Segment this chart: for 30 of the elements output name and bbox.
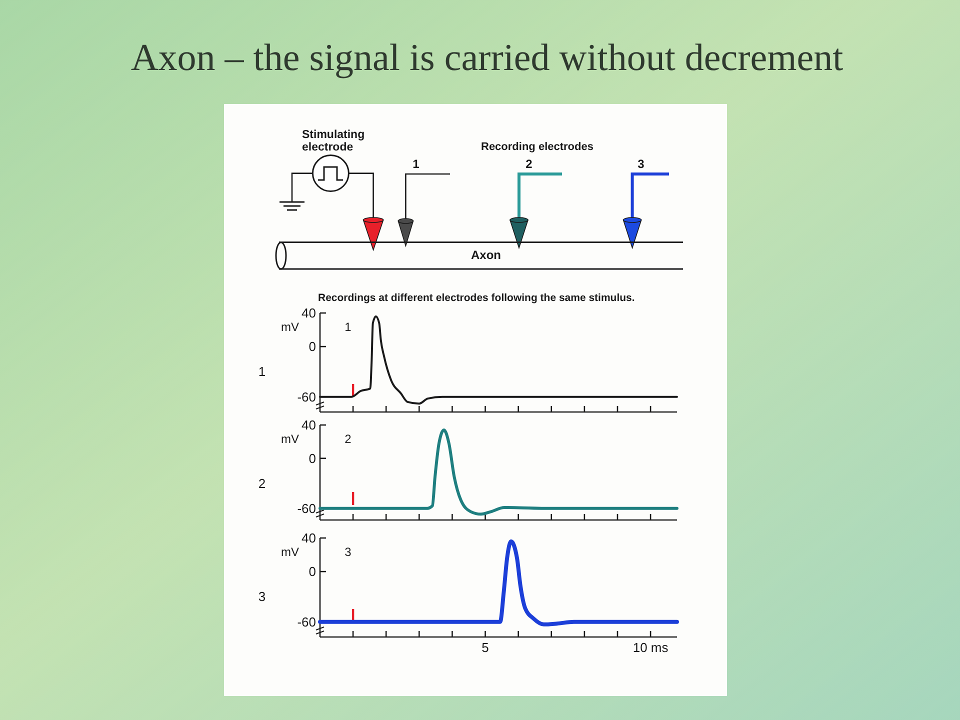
y-axis-title: mV: [281, 320, 299, 334]
series-label: 1: [344, 320, 352, 334]
y-tick-label: -60: [297, 390, 316, 405]
text: 2: [258, 476, 266, 491]
line-series: [318, 428, 678, 516]
text: 1: [258, 364, 266, 379]
text: Axon: [471, 248, 501, 262]
text: 2: [526, 157, 533, 171]
annotation: 3: [344, 545, 352, 559]
x-tick-label: 10 ms: [632, 640, 669, 655]
y-tick-label: 40: [302, 530, 316, 546]
text: 1: [412, 157, 420, 171]
y-tick-label: 40: [302, 418, 316, 433]
y-tick-label: 40: [302, 306, 316, 321]
y-tick-label: -60: [297, 501, 316, 516]
y-axis-title: mV: [281, 545, 299, 559]
text: 3: [258, 589, 266, 604]
y-axis-title: mV: [281, 432, 299, 446]
chart-title: Recordings at different electrodes following the same stimulus.: [318, 292, 635, 304]
text: Stimulating electrode: [302, 129, 365, 154]
y-tick-label: 0: [308, 339, 316, 354]
text: Recording electrodes: [481, 141, 594, 153]
annotation: 2: [344, 432, 352, 446]
y-tick-label: 0: [308, 564, 316, 580]
text: 3: [638, 157, 645, 171]
text: Axon – the signal is carried without decrement: [130, 37, 844, 79]
y-tick-label: 0: [308, 451, 316, 466]
line-series: [318, 539, 679, 626]
x-tick-label: 5: [482, 640, 489, 655]
y-tick-label: -60: [297, 614, 316, 630]
